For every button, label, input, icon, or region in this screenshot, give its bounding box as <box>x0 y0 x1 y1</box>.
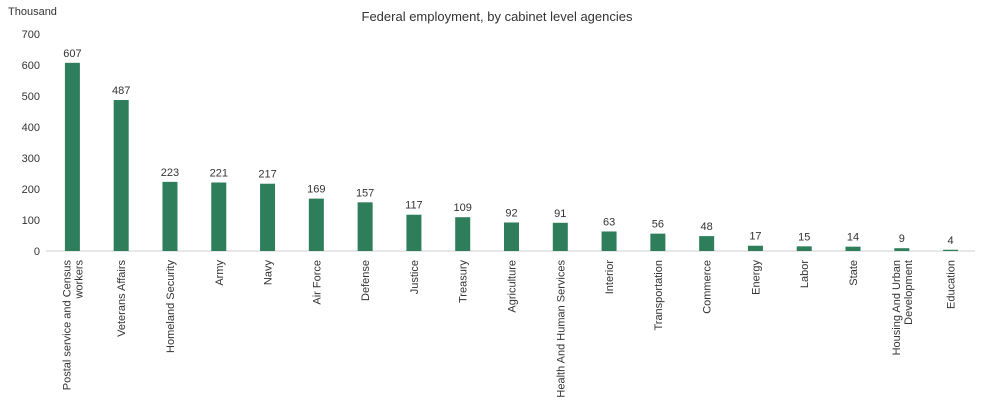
x-tick-label-line: Navy <box>263 260 275 286</box>
bar <box>504 222 519 251</box>
x-tick-label: Housing And Urban Development <box>891 260 915 355</box>
x-tick-label-line: Transportation <box>653 260 665 331</box>
data-label: 56 <box>652 219 664 231</box>
data-label: 157 <box>356 187 374 199</box>
data-label: 17 <box>749 231 761 243</box>
data-label: 15 <box>798 231 810 243</box>
bar <box>552 222 568 251</box>
x-tick-label-line: Army <box>214 260 226 286</box>
x-tick-label: Agriculture <box>507 260 519 313</box>
x-tick-label: Labor <box>799 260 811 288</box>
y-axis-unit-label: Thousand <box>8 6 57 18</box>
data-label: 221 <box>210 167 228 179</box>
x-tick-label-line: Treasury <box>458 260 470 303</box>
data-label: 4 <box>948 235 954 247</box>
bar <box>747 245 763 251</box>
x-tick-label: Homeland Security <box>165 260 177 353</box>
data-label: 607 <box>63 48 81 60</box>
bar <box>894 248 910 251</box>
x-tick-label: Commerce <box>702 260 714 314</box>
data-label: 223 <box>161 167 179 179</box>
x-tick-label: State <box>848 260 860 286</box>
x-tick-label: Air Force <box>311 260 323 305</box>
x-tick-label-line: Commerce <box>702 260 714 314</box>
y-axis: 0 100 200 300 400 500 600 700 <box>22 29 40 258</box>
bar <box>211 182 227 251</box>
x-tick-label-line: Development <box>903 260 915 325</box>
y-tick-label: 200 <box>22 184 40 196</box>
bar <box>650 233 666 251</box>
x-tick-label: Postal service and Census workers <box>61 260 85 391</box>
bars-group <box>64 62 959 251</box>
y-tick-label: 0 <box>34 246 40 258</box>
y-tick-label: 700 <box>22 29 40 41</box>
x-tick-label: Justice <box>409 260 421 294</box>
x-tick-label: Treasury <box>458 260 470 303</box>
bar <box>601 231 617 251</box>
data-label: 48 <box>701 221 713 233</box>
bar <box>260 183 276 251</box>
x-tick-label: Army <box>214 260 226 286</box>
x-tick-label-line: workers <box>73 260 85 300</box>
data-label: 217 <box>258 169 276 181</box>
y-tick-label: 300 <box>22 153 40 165</box>
y-tick-label: 600 <box>22 60 40 72</box>
x-tick-label: Defense <box>360 260 372 301</box>
x-tick-label-line: Justice <box>409 260 421 294</box>
x-tick-label-line: Housing And Urban <box>891 260 903 355</box>
data-label: 487 <box>112 85 130 97</box>
x-tick-label-line: Veterans Affairs <box>116 260 128 337</box>
x-tick-label-line: Labor <box>799 260 811 288</box>
data-label: 109 <box>454 202 472 214</box>
x-tick-label: Transportation <box>653 260 665 331</box>
data-label: 9 <box>899 233 905 245</box>
y-tick-label: 500 <box>22 91 40 103</box>
x-tick-label-line: Air Force <box>311 260 323 305</box>
y-tick-label: 100 <box>22 215 40 227</box>
data-label: 63 <box>603 216 615 228</box>
x-tick-label: Interior <box>604 260 616 295</box>
x-tick-label-line: Health And Human Services <box>555 260 567 398</box>
bar <box>943 249 959 251</box>
x-tick-label-line: Energy <box>750 260 762 295</box>
x-tick-label-line: Postal service and Census <box>61 260 73 391</box>
x-tick-label-line: Homeland Security <box>165 260 177 353</box>
x-tick-label-line: State <box>848 260 860 286</box>
data-label: 169 <box>307 184 325 196</box>
x-tick-label: Health And Human Services <box>555 260 567 398</box>
bar <box>455 217 471 251</box>
data-label: 14 <box>847 232 859 244</box>
bar <box>699 236 715 251</box>
bar <box>113 100 129 251</box>
x-tick-label: Education <box>946 260 958 309</box>
x-tick-label: Veterans Affairs <box>116 260 128 337</box>
bar <box>64 62 80 251</box>
data-labels-group: 607 487 223 221 217 169 157 117 109 92 91 63 56 48 17 1… <box>63 48 953 247</box>
bar <box>357 202 373 251</box>
bar <box>796 246 812 251</box>
x-tick-label-line: Defense <box>360 260 372 301</box>
x-tick-label: Energy <box>750 260 762 295</box>
x-tick-label-line: Education <box>946 260 958 309</box>
bar <box>406 214 422 251</box>
x-tick-label: Navy <box>263 260 275 286</box>
x-tick-label-line: Agriculture <box>507 260 519 313</box>
x-axis: Postal service and Census workers Veterans… <box>61 260 957 398</box>
bar <box>162 181 178 251</box>
data-label: 91 <box>554 208 566 220</box>
data-label: 117 <box>405 200 423 212</box>
y-tick-label: 400 <box>22 122 40 134</box>
bar <box>845 246 861 251</box>
data-label: 92 <box>505 207 517 219</box>
bar <box>308 198 324 251</box>
x-tick-label-line: Interior <box>604 260 616 295</box>
chart-title: Federal employment, by cabinet level age… <box>362 9 633 24</box>
